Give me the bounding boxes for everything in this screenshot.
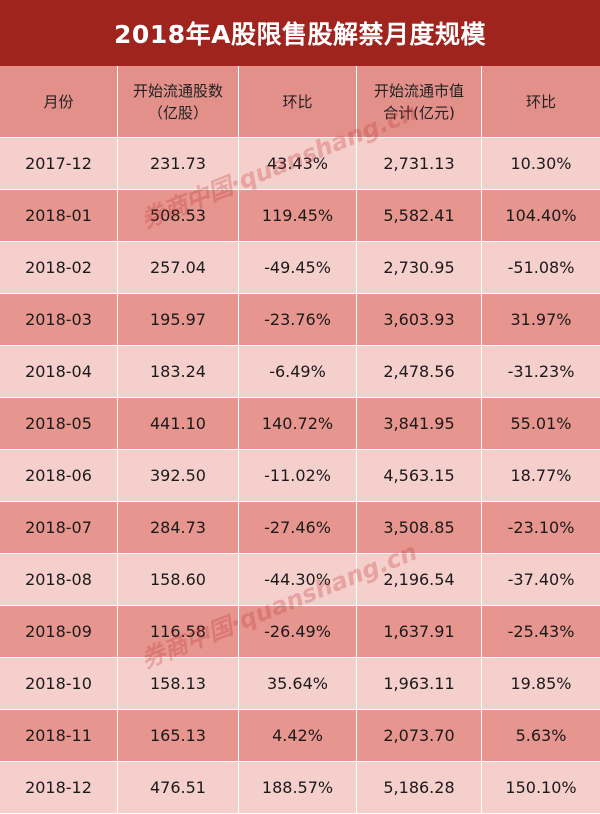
data-table: 月份 开始流通股数 （亿股） 环比 开始流通市值 合计(亿元) 环比 2017-… <box>0 66 600 814</box>
table-cell: 2018-10 <box>0 658 118 709</box>
table-cell: 4,563.15 <box>357 450 482 501</box>
table-row: 2018-05 441.10 140.72% 3,841.95 55.01% <box>0 398 600 450</box>
header-cell-mom-value: 环比 <box>525 92 556 111</box>
table-cell: 3,603.93 <box>357 294 482 345</box>
table-cell: 2,478.56 <box>357 346 482 397</box>
table-cell: 3,508.85 <box>357 502 482 553</box>
table-cell: 2017-12 <box>0 138 118 189</box>
table-cell: 104.40% <box>505 205 577 225</box>
table-cell: 10.30% <box>510 153 572 173</box>
table-cell: 43.43% <box>239 138 357 189</box>
table-cell: -6.49% <box>239 346 357 397</box>
table-cell: 158.13 <box>118 658 239 709</box>
table-cell: 19.85% <box>510 673 572 693</box>
table-cell: 2,731.13 <box>357 138 482 189</box>
table-title: 2018年A股限售股解禁月度规模 <box>0 0 600 66</box>
header-cell-shares-text: 开始流通股数 （亿股） <box>132 81 223 122</box>
table-cell: 119.45% <box>239 190 357 241</box>
table-cell: -37.40% <box>507 569 575 589</box>
table-cell: 35.64% <box>239 658 357 709</box>
table-cell: 3,841.95 <box>357 398 482 449</box>
table-cell: 2,073.70 <box>357 710 482 761</box>
table-cell: 2018-06 <box>0 450 118 501</box>
table-row: 2018-11 165.13 4.42% 2,073.70 5.63% <box>0 710 600 762</box>
header-cell-market-value: 开始流通市值 合计(亿元) <box>357 66 482 137</box>
table-cell: -51.08% <box>507 257 575 277</box>
table-cell: 2018-02 <box>0 242 118 293</box>
header-cell-mom-shares: 环比 <box>239 66 357 137</box>
table-cell: 158.60 <box>118 554 239 605</box>
table-cell: -25.43% <box>507 621 575 641</box>
table-cell: 2018-09 <box>0 606 118 657</box>
header-cell-market-value-text: 开始流通市值 合计(亿元) <box>373 81 464 122</box>
table-cell: -23.10% <box>507 517 575 537</box>
table-cell: -31.23% <box>507 361 575 381</box>
table-row: 2018-07 284.73 -27.46% 3,508.85 -23.10% <box>0 502 600 554</box>
table-row: 2018-02 257.04 -49.45% 2,730.95 -51.08% <box>0 242 600 294</box>
table-cell: 18.77% <box>510 465 572 485</box>
table-cell: -27.46% <box>239 502 357 553</box>
table-cell: 2018-11 <box>0 710 118 761</box>
table-cell: 116.58 <box>118 606 239 657</box>
table-cell: 284.73 <box>118 502 239 553</box>
table-cell: 2,730.95 <box>357 242 482 293</box>
table-cell: -23.76% <box>239 294 357 345</box>
table-cell: 4.42% <box>239 710 357 761</box>
table-cell: 5.63% <box>515 725 567 745</box>
table-header-row: 月份 开始流通股数 （亿股） 环比 开始流通市值 合计(亿元) 环比 <box>0 66 600 138</box>
table-cell: 1,963.11 <box>357 658 482 709</box>
table-cell: -11.02% <box>239 450 357 501</box>
table-row: 2018-04 183.24 -6.49% 2,478.56 -31.23% <box>0 346 600 398</box>
table-cell: 1,637.91 <box>357 606 482 657</box>
table-cell: 441.10 <box>118 398 239 449</box>
table-cell: 392.50 <box>118 450 239 501</box>
table-cell: 55.01% <box>510 413 572 433</box>
table-row: 2018-09 116.58 -26.49% 1,637.91 -25.43% <box>0 606 600 658</box>
table-cell: 5,582.41 <box>357 190 482 241</box>
table-cell: 165.13 <box>118 710 239 761</box>
table-cell: -49.45% <box>239 242 357 293</box>
table-cell: 2,196.54 <box>357 554 482 605</box>
table-cell: 257.04 <box>118 242 239 293</box>
table-cell: 231.73 <box>118 138 239 189</box>
table-body: 2017-12 231.73 43.43% 2,731.13 10.30% 2018-01… <box>0 138 600 814</box>
table-cell: 2018-04 <box>0 346 118 397</box>
table-row: 2018-06 392.50 -11.02% 4,563.15 18.77% <box>0 450 600 502</box>
table-row: 2018-03 195.97 -23.76% 3,603.93 31.97% <box>0 294 600 346</box>
table-cell: 140.72% <box>239 398 357 449</box>
header-cell-shares: 开始流通股数 （亿股） <box>118 66 239 137</box>
table-cell: 195.97 <box>118 294 239 345</box>
table-cell: 2018-03 <box>0 294 118 345</box>
table-cell: 31.97% <box>510 309 572 329</box>
header-cell-month: 月份 <box>0 66 118 137</box>
table-cell: 2018-08 <box>0 554 118 605</box>
table-cell: 183.24 <box>118 346 239 397</box>
table-cell: 2018-05 <box>0 398 118 449</box>
table-cell: -26.49% <box>239 606 357 657</box>
table-row: 2018-08 158.60 -44.30% 2,196.54 -37.40% <box>0 554 600 606</box>
table-cell: -44.30% <box>239 554 357 605</box>
table-row: 2018-01 508.53 119.45% 5,582.41 104.40% <box>0 190 600 242</box>
table-cell: 508.53 <box>118 190 239 241</box>
table-row: 2017-12 231.73 43.43% 2,731.13 10.30% <box>0 138 600 190</box>
table-row: 2018-10 158.13 35.64% 1,963.11 19.85% <box>0 658 600 710</box>
table-cell: 2018-07 <box>0 502 118 553</box>
table-cell: 2018-01 <box>0 190 118 241</box>
